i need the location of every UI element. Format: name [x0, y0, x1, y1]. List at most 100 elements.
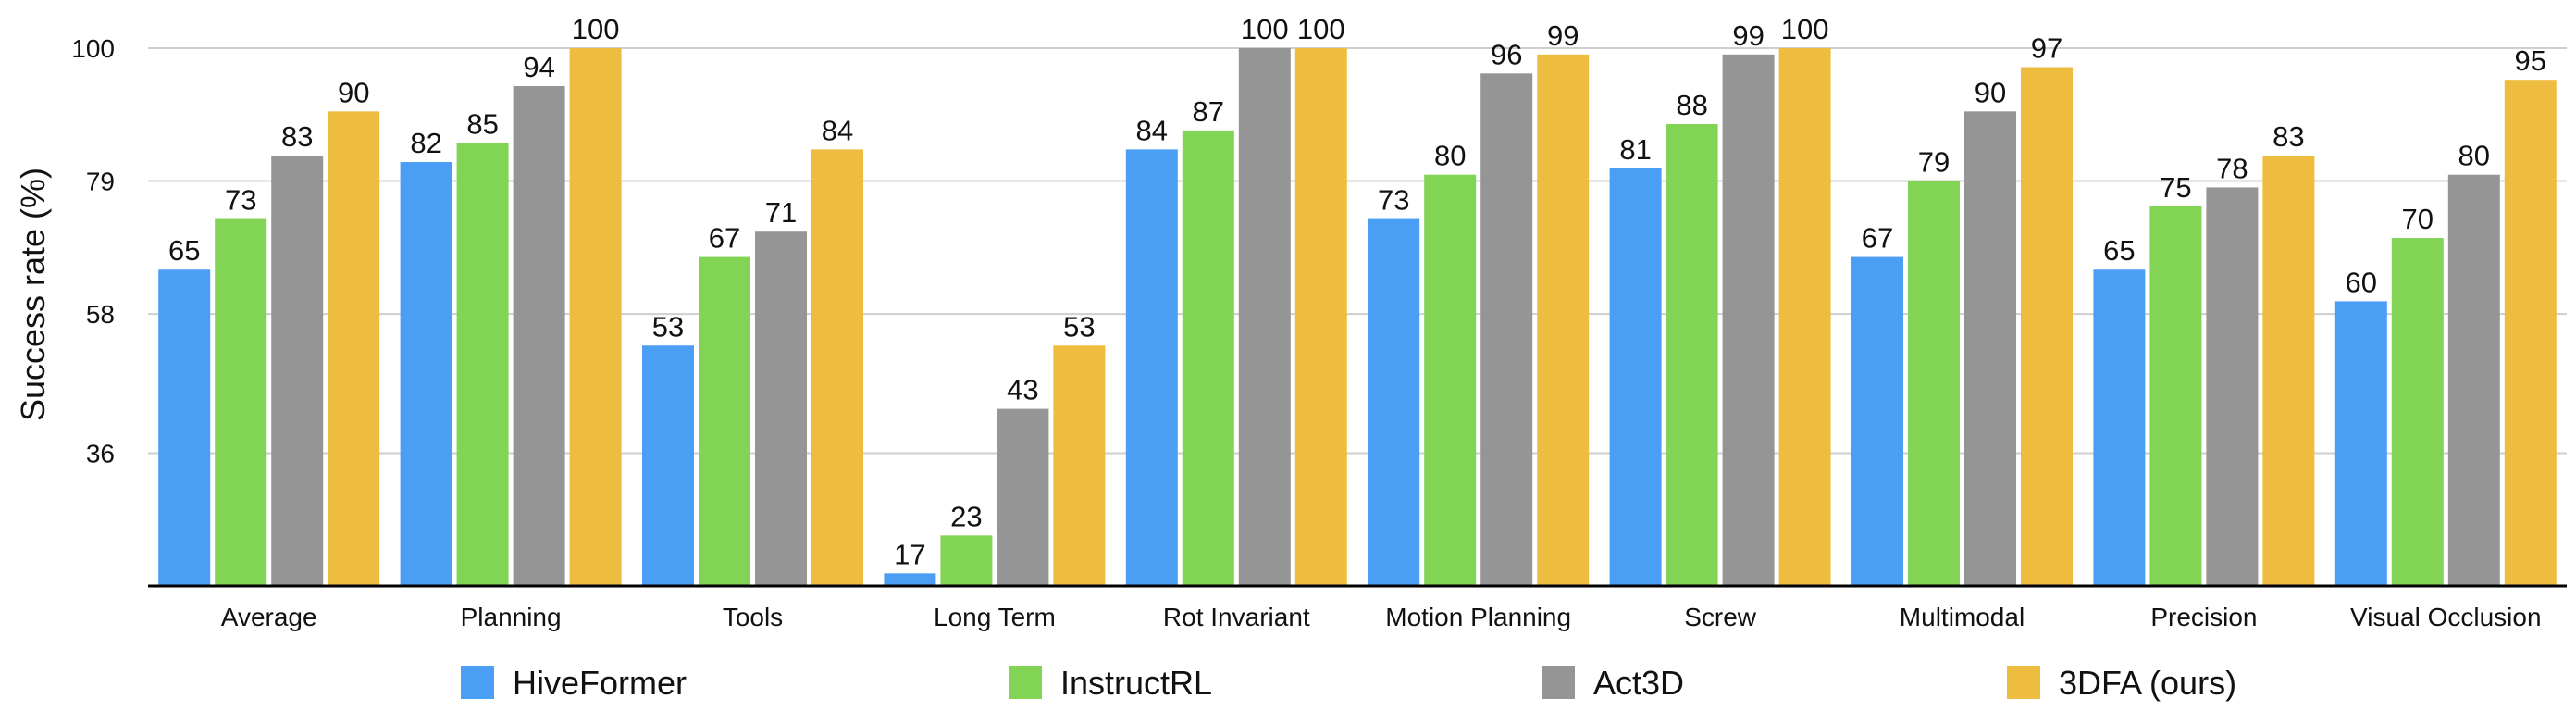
- data-label: 82: [410, 127, 441, 159]
- bar: [2021, 67, 2073, 587]
- category-label: Multimodal: [1900, 603, 2025, 631]
- data-label: 53: [652, 310, 684, 343]
- data-label: 43: [1007, 374, 1038, 406]
- data-label: 84: [1136, 114, 1168, 146]
- category-label: Visual Occlusion: [2350, 603, 2541, 631]
- data-label: 94: [523, 51, 554, 83]
- bar: [513, 86, 565, 586]
- legend: HiveFormer InstructRL Act3D 3DFA (ours): [461, 664, 2236, 702]
- gridlines: [148, 47, 2567, 455]
- bar: [1294, 48, 1347, 586]
- data-label: 90: [1975, 76, 2006, 108]
- bar: [2504, 80, 2557, 587]
- bar: [456, 143, 509, 586]
- data-label: 100: [572, 13, 620, 45]
- legend-label: InstructRL: [1060, 664, 1212, 702]
- bar: [1125, 149, 1178, 587]
- legend-label: HiveFormer: [513, 664, 687, 702]
- y-axis-ticks: 36 58 79 100: [71, 34, 115, 468]
- data-label: 83: [2273, 120, 2304, 153]
- bar: [940, 535, 993, 586]
- data-label: 95: [2515, 44, 2546, 77]
- legend-swatch: [1542, 666, 1575, 699]
- y-tick-label: 58: [86, 300, 115, 329]
- bar: [1964, 111, 2016, 586]
- data-label: 67: [709, 222, 740, 255]
- legend-swatch: [1009, 666, 1042, 699]
- bar: [884, 573, 936, 586]
- bar: [569, 48, 622, 586]
- bar: [699, 256, 750, 586]
- data-label: 65: [168, 234, 200, 267]
- bar: [2149, 206, 2202, 586]
- data-label: 73: [1378, 184, 1409, 217]
- data-label: 96: [1491, 38, 1522, 70]
- y-tick-label: 36: [86, 439, 115, 468]
- data-label: 100: [1297, 13, 1345, 45]
- category-label: Precision: [2150, 603, 2257, 631]
- category-label: Rot Invariant: [1163, 603, 1310, 631]
- data-label: 65: [2103, 234, 2135, 267]
- bar: [1852, 256, 1903, 586]
- bar: [1908, 181, 1960, 586]
- y-tick-label: 100: [71, 34, 115, 63]
- category-label: Average: [221, 603, 317, 631]
- bar: [2093, 269, 2146, 586]
- bar: [811, 149, 863, 587]
- data-label: 71: [765, 196, 797, 229]
- data-label: 17: [894, 538, 925, 570]
- data-label: 70: [2402, 203, 2434, 235]
- y-axis-label: Success rate (%): [14, 168, 52, 421]
- bar: [400, 162, 452, 587]
- data-label: 100: [1781, 13, 1829, 45]
- y-tick-label: 79: [86, 168, 115, 196]
- bar: [158, 269, 211, 586]
- data-label: 73: [225, 184, 256, 217]
- bar: [328, 111, 380, 586]
- bar: [642, 345, 694, 586]
- bars: [158, 48, 2557, 587]
- bar: [1424, 174, 1477, 587]
- category-label: Tools: [723, 603, 783, 631]
- data-label: 90: [338, 76, 369, 108]
- data-label: 80: [2458, 140, 2490, 172]
- data-label: 87: [1193, 95, 1224, 128]
- data-label: 75: [2160, 171, 2191, 204]
- data-label: 100: [1241, 13, 1289, 45]
- bar: [1053, 345, 1106, 586]
- category-label: Screw: [1684, 603, 1757, 631]
- legend-swatch: [461, 666, 494, 699]
- bar: [1238, 48, 1291, 586]
- data-label: 84: [822, 114, 853, 146]
- data-label: 83: [281, 120, 313, 153]
- bar: [2334, 301, 2387, 586]
- bar: [1609, 168, 1662, 586]
- data-label: 85: [466, 108, 498, 141]
- data-label: 23: [950, 500, 982, 532]
- bar: [215, 218, 267, 586]
- data-label: 88: [1676, 89, 1707, 121]
- data-label: 53: [1063, 310, 1095, 343]
- bar: [271, 156, 324, 586]
- data-label: 60: [2346, 266, 2377, 298]
- category-label: Motion Planning: [1385, 603, 1571, 631]
- category-label: Planning: [461, 603, 562, 631]
- category-labels: Average Planning Tools Long Term Rot Invaria…: [221, 603, 2542, 631]
- data-label: 81: [1619, 133, 1651, 166]
- bar: [2447, 174, 2500, 587]
- bar: [1722, 54, 1775, 587]
- legend-swatch: [2007, 666, 2040, 699]
- data-label: 80: [1434, 140, 1466, 172]
- bar: [997, 408, 1049, 586]
- data-label: 99: [1547, 19, 1579, 52]
- bar: [1182, 130, 1234, 586]
- bar: [1480, 73, 1533, 586]
- bar: [2206, 187, 2259, 586]
- legend-label: 3DFA (ours): [2059, 664, 2236, 702]
- bar: [1368, 218, 1420, 586]
- data-label: 79: [1918, 146, 1950, 179]
- bar: [1778, 48, 1831, 586]
- bar: [1537, 54, 1590, 587]
- bar: [2391, 238, 2444, 586]
